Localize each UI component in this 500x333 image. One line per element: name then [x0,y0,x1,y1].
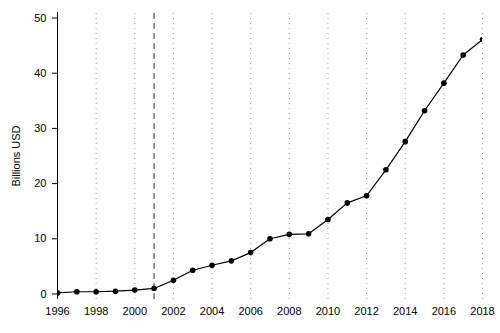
svg-text:2016: 2016 [432,305,456,317]
svg-text:2004: 2004 [200,305,224,317]
svg-text:0: 0 [40,288,46,300]
svg-text:10: 10 [34,232,46,244]
svg-text:40: 40 [34,67,46,79]
svg-text:1996: 1996 [45,305,69,317]
svg-text:2002: 2002 [161,305,185,317]
svg-text:2000: 2000 [123,305,147,317]
svg-text:Billions USD: Billions USD [10,125,22,186]
svg-text:30: 30 [34,122,46,134]
svg-text:2018: 2018 [470,305,494,317]
svg-text:1998: 1998 [84,305,108,317]
svg-text:2012: 2012 [354,305,378,317]
svg-text:20: 20 [34,177,46,189]
svg-text:50: 50 [34,12,46,24]
svg-text:2008: 2008 [277,305,301,317]
svg-text:2006: 2006 [238,305,262,317]
svg-text:2014: 2014 [393,305,417,317]
svg-text:2010: 2010 [316,305,340,317]
